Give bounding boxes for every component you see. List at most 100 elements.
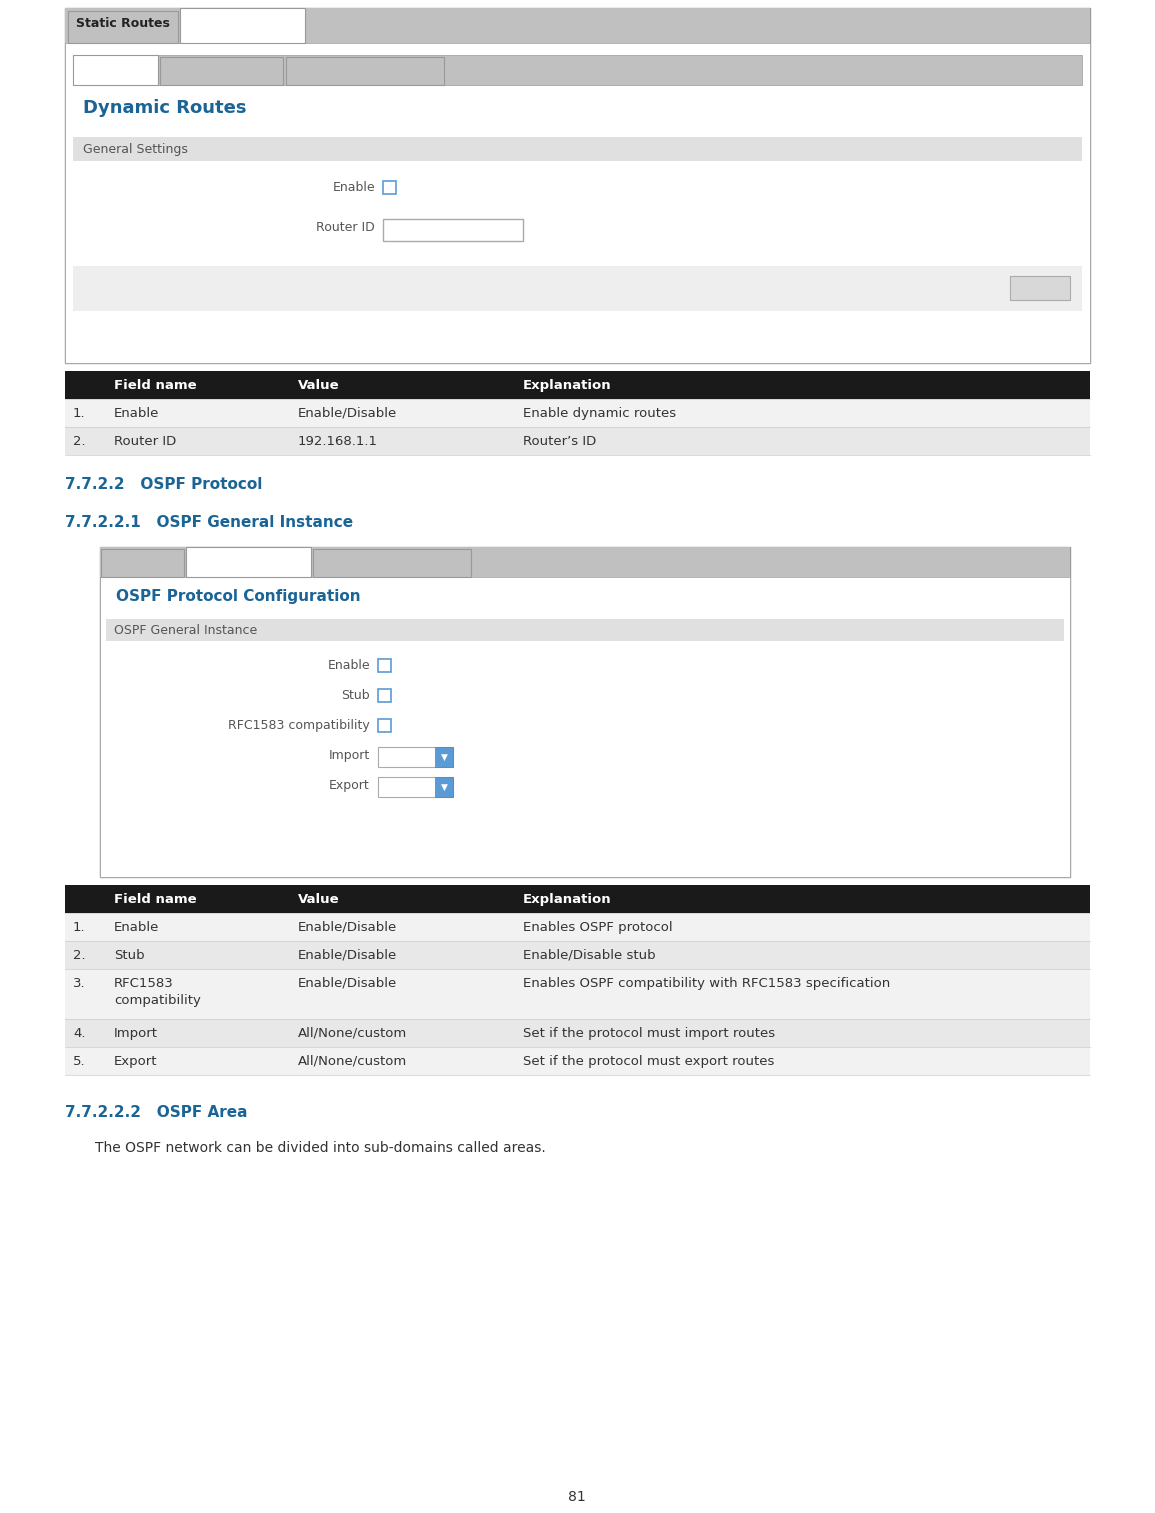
Text: Explanation: Explanation (523, 378, 612, 392)
Bar (65, 399, 1090, 427)
Text: 1.: 1. (73, 921, 85, 934)
Text: Value: Value (298, 378, 340, 392)
Bar (73, 138, 1082, 160)
Text: Value: Value (298, 893, 340, 906)
Text: Enable: Enable (114, 921, 159, 934)
Text: OSPF Protocol: OSPF Protocol (178, 64, 264, 76)
Bar (186, 548, 311, 576)
Bar (73, 54, 158, 85)
Bar (180, 8, 305, 42)
Text: 1.: 1. (73, 407, 85, 421)
Bar (161, 57, 283, 85)
Text: Router ID: Router ID (114, 436, 177, 448)
Text: All: All (383, 781, 398, 794)
Text: 2.: 2. (73, 436, 85, 448)
Text: General Protocols: General Protocols (310, 64, 420, 76)
Text: Save: Save (1024, 281, 1056, 295)
Text: 7.7.2.2   OSPF Protocol: 7.7.2.2 OSPF Protocol (65, 477, 262, 492)
Bar (378, 778, 453, 797)
Text: Enable/Disable stub: Enable/Disable stub (523, 949, 656, 962)
Text: OSPF Protocol Configuration: OSPF Protocol Configuration (116, 589, 360, 604)
Bar (65, 885, 1090, 912)
Text: 81: 81 (568, 1490, 586, 1504)
Text: Export: Export (329, 779, 370, 791)
Text: All/None/custom: All/None/custom (298, 1055, 408, 1068)
Text: Stub: Stub (114, 949, 144, 962)
Bar (65, 1047, 1090, 1076)
Bar (100, 549, 184, 576)
Text: General Protocols: General Protocols (337, 555, 447, 567)
Text: RFC1583: RFC1583 (114, 977, 173, 990)
Bar (65, 42, 1090, 363)
Text: Export: Export (114, 1055, 157, 1068)
Text: Dynamic Routes: Dynamic Routes (185, 18, 299, 30)
Text: Stub: Stub (342, 688, 370, 702)
Text: All: All (383, 750, 398, 764)
Text: OSPF General Instance: OSPF General Instance (114, 623, 258, 637)
Text: Field name: Field name (114, 378, 196, 392)
Text: Enables OSPF compatibility with RFC1583 specification: Enables OSPF compatibility with RFC1583 … (523, 977, 891, 990)
Text: Set if the protocol must import routes: Set if the protocol must import routes (523, 1027, 775, 1039)
Text: Import: Import (329, 749, 370, 763)
Text: 7.7.2.2.1   OSPF General Instance: 7.7.2.2.1 OSPF General Instance (65, 514, 353, 530)
Bar (378, 688, 392, 702)
Bar (65, 912, 1090, 941)
Bar (65, 968, 1090, 1018)
Text: 5.: 5. (73, 1055, 85, 1068)
Bar (100, 548, 1070, 878)
Text: 4.: 4. (73, 1027, 85, 1039)
Text: General: General (90, 64, 140, 76)
Text: 2.: 2. (73, 949, 85, 962)
Bar (435, 778, 453, 797)
Text: Dynamic Routes: Dynamic Routes (83, 98, 246, 117)
Bar (378, 660, 392, 672)
Bar (100, 576, 1070, 878)
Bar (65, 8, 1090, 42)
Text: General Settings: General Settings (83, 144, 188, 156)
Bar (286, 57, 444, 85)
Text: ▼: ▼ (440, 782, 447, 791)
Bar (73, 54, 1082, 85)
Bar (383, 182, 396, 194)
Text: Enable/Disable: Enable/Disable (298, 921, 397, 934)
Text: Set if the protocol must export routes: Set if the protocol must export routes (523, 1055, 774, 1068)
Text: Enable: Enable (327, 660, 370, 672)
Text: Field name: Field name (114, 893, 196, 906)
Bar (65, 1018, 1090, 1047)
Text: Enable: Enable (333, 182, 375, 194)
Text: Import: Import (114, 1027, 158, 1039)
Bar (435, 747, 453, 767)
Bar (313, 549, 471, 576)
Text: General: General (118, 555, 166, 567)
Bar (68, 11, 178, 42)
Text: Enable/Disable: Enable/Disable (298, 949, 397, 962)
Text: 192.168.1.1: 192.168.1.1 (298, 436, 378, 448)
Bar (378, 719, 392, 732)
Text: 7.7.2.2.2   OSPF Area: 7.7.2.2.2 OSPF Area (65, 1104, 247, 1120)
Text: compatibility: compatibility (114, 994, 201, 1008)
Text: Enable dynamic routes: Enable dynamic routes (523, 407, 676, 421)
Bar (73, 266, 1082, 312)
Bar (100, 548, 1070, 576)
Text: OSPF Protocol: OSPF Protocol (204, 555, 291, 567)
Bar (65, 941, 1090, 968)
Text: All/None/custom: All/None/custom (298, 1027, 408, 1039)
Text: Router’s ID: Router’s ID (523, 436, 596, 448)
Text: 192.168.1.1: 192.168.1.1 (389, 224, 464, 238)
Bar (65, 371, 1090, 399)
Text: Enables OSPF protocol: Enables OSPF protocol (523, 921, 672, 934)
Text: Explanation: Explanation (523, 893, 612, 906)
Text: Enable/Disable: Enable/Disable (298, 407, 397, 421)
Text: Static Routes: Static Routes (76, 17, 170, 30)
Text: RFC1583 compatibility: RFC1583 compatibility (229, 719, 370, 732)
Text: Enable/Disable: Enable/Disable (298, 977, 397, 990)
Bar (378, 747, 453, 767)
Bar (383, 219, 523, 241)
Bar (65, 427, 1090, 455)
Bar (106, 619, 1064, 642)
Text: The OSPF network can be divided into sub-domains called areas.: The OSPF network can be divided into sub… (95, 1141, 546, 1154)
Bar (65, 8, 1090, 363)
Text: Enable: Enable (114, 407, 159, 421)
Text: Router ID: Router ID (316, 221, 375, 235)
Bar (1009, 275, 1070, 300)
